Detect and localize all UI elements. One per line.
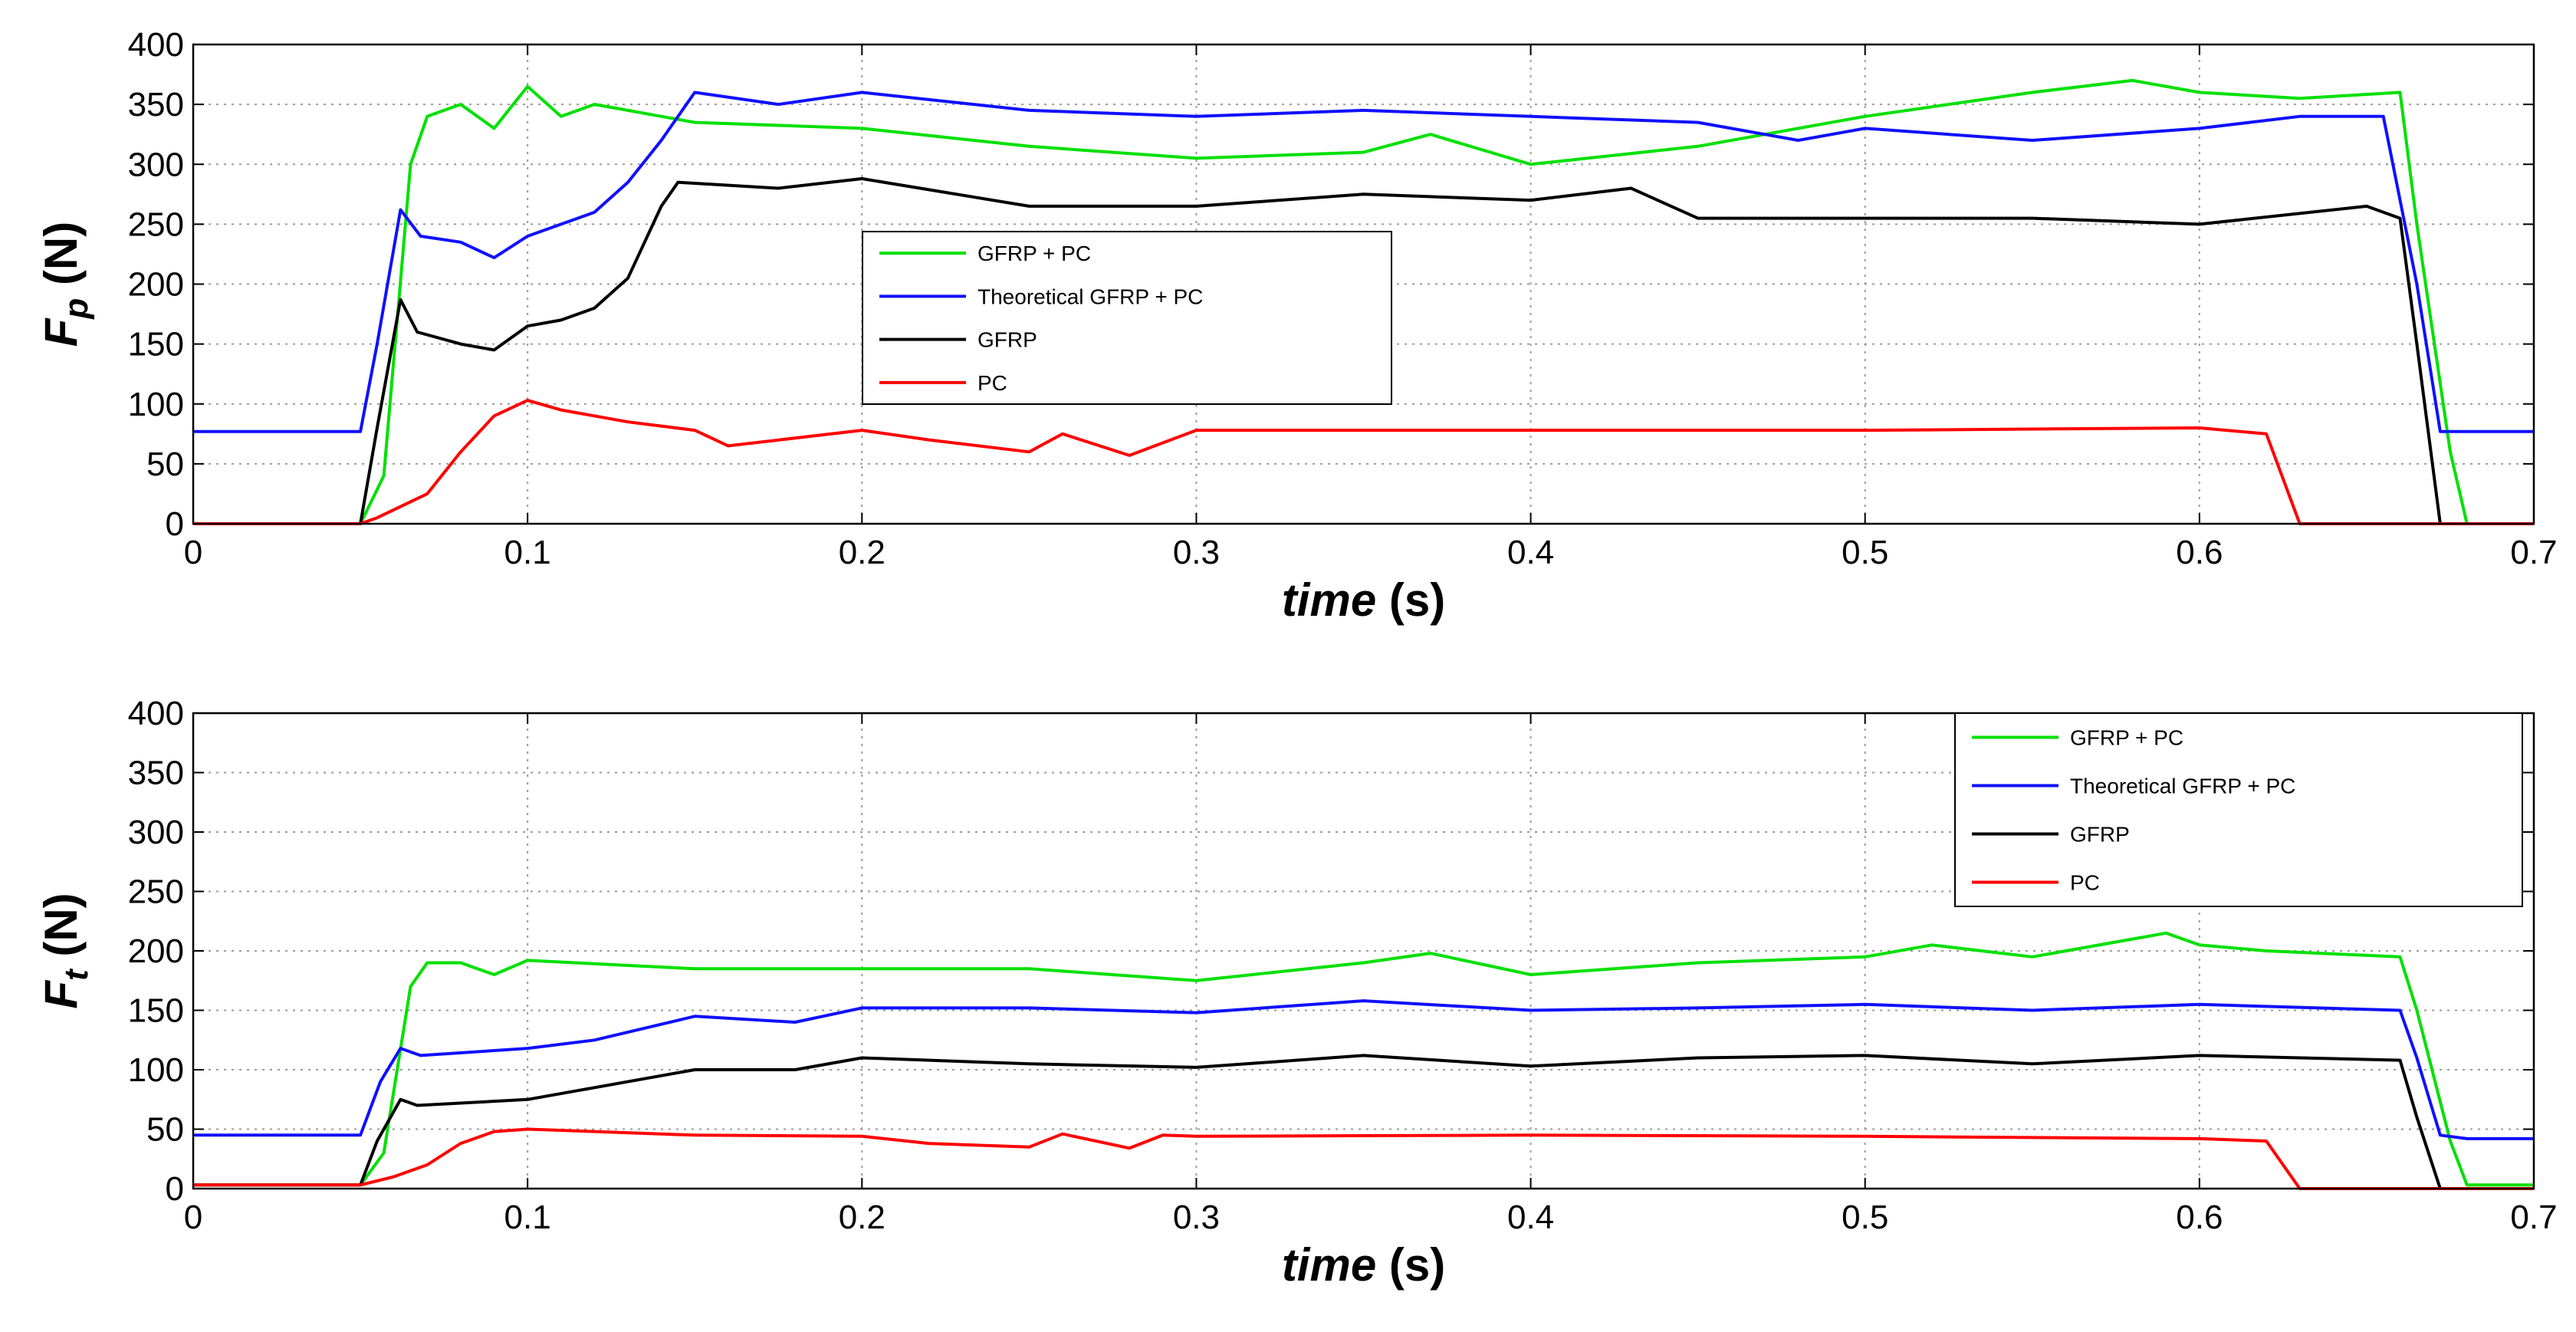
x-tick-label: 0 (184, 1199, 202, 1236)
x-tick-label: 0.1 (504, 534, 551, 571)
legend-label-1: Theoretical GFRP + PC (2070, 775, 2295, 798)
x-tick-label: 0.4 (1507, 1199, 1554, 1236)
x-tick-label: 0.4 (1507, 534, 1554, 571)
series-line-2 (193, 1054, 2534, 1190)
y-tick-label: 100 (128, 1051, 184, 1089)
top-chart-panel: 0 0.1 0.2 0.3 0.4 0.5 0.6 0.7 0 50 100 150 200 250 300… (35, 26, 2558, 626)
series-line-0 (193, 931, 2534, 1187)
x-axis-label-var: time (1282, 1239, 1376, 1291)
x-tick-label: 0.5 (1842, 534, 1888, 571)
y-axis-label-sub: p (58, 298, 95, 320)
y-axis-label-unit: (N) (35, 893, 87, 969)
x-tick-label: 0.3 (1173, 1199, 1220, 1236)
y-tick-label: 350 (128, 86, 184, 123)
bottom-chart-panel: 0 0.1 0.2 0.3 0.4 0.5 0.6 0.7 0 50 100 150 200 250 300… (35, 695, 2558, 1291)
y-tick-label: 50 (146, 1111, 184, 1149)
series-line-0 (193, 78, 2534, 525)
y-axis-label-main: F (35, 980, 87, 1009)
legend-label-3: PC (2070, 871, 2100, 895)
series-line-3 (193, 399, 2534, 525)
x-tick-label: 0.6 (2176, 534, 2223, 571)
series-group (193, 931, 2534, 1190)
series-line-2 (193, 177, 2534, 525)
x-axis-label-unit: (s) (1376, 1239, 1445, 1291)
y-tick-label: 400 (128, 695, 184, 732)
x-axis-label-unit: (s) (1376, 574, 1445, 626)
x-tick-label: 0.7 (2510, 534, 2557, 571)
y-tick-label: 300 (128, 146, 184, 183)
tick-labels: 0 0.1 0.2 0.3 0.4 0.5 0.6 0.7 0 50 100 150 200 250 300… (128, 695, 2558, 1236)
x-tick-label: 0 (184, 534, 202, 571)
x-tick-label: 0.6 (2176, 1199, 2223, 1236)
y-tick-label: 150 (128, 326, 184, 363)
legend-label-3: PC (978, 371, 1007, 395)
legend: GFRP + PC Theoretical GFRP + PC GFRP PC (1954, 712, 2523, 907)
y-tick-label: 100 (128, 386, 184, 423)
y-tick-label: 200 (128, 932, 184, 970)
legend-box (862, 231, 1392, 405)
x-tick-label: 0.3 (1173, 534, 1220, 571)
series-line-1 (193, 90, 2534, 433)
y-tick-label: 250 (128, 206, 184, 243)
legend: GFRP + PC Theoretical GFRP + PC GFRP PC (862, 231, 1392, 405)
y-axis-label: Ft (N) (35, 893, 95, 1008)
x-axis-label-var: time (1282, 574, 1376, 626)
x-tick-label: 0.2 (839, 1199, 886, 1236)
series-line-3 (193, 1127, 2534, 1190)
x-tick-label: 0.2 (839, 534, 886, 571)
y-axis-label: Fp (N) (35, 222, 95, 347)
tick-labels: 0 0.1 0.2 0.3 0.4 0.5 0.6 0.7 0 50 100 150 200 250 300… (128, 26, 2558, 571)
x-axis-label: time (s) (1282, 574, 1445, 626)
legend-label-0: GFRP + PC (2070, 726, 2183, 750)
x-tick-label: 0.5 (1842, 1199, 1888, 1236)
legend-box (1954, 712, 2523, 907)
x-axis-label: time (s) (1282, 1239, 1445, 1291)
y-tick-label: 0 (166, 1170, 184, 1208)
legend-label-2: GFRP (978, 328, 1037, 352)
y-tick-label: 200 (128, 266, 184, 304)
y-tick-label: 300 (128, 814, 184, 851)
y-axis-label-unit: (N) (35, 222, 87, 298)
y-tick-label: 250 (128, 873, 184, 911)
x-tick-label: 0.7 (2510, 1199, 2557, 1236)
x-tick-label: 0.1 (504, 1199, 551, 1236)
y-axis-label-main: F (35, 317, 87, 347)
y-axis-label-sub: t (58, 968, 95, 981)
y-tick-label: 350 (128, 755, 184, 792)
legend-label-1: Theoretical GFRP + PC (978, 284, 1203, 308)
series-group (193, 78, 2534, 525)
y-tick-label: 0 (166, 505, 184, 543)
y-tick-label: 400 (128, 26, 184, 64)
y-tick-label: 150 (128, 992, 184, 1030)
y-tick-label: 50 (146, 446, 184, 483)
legend-label-2: GFRP (2070, 823, 2130, 847)
legend-label-0: GFRP + PC (978, 242, 1091, 265)
grid (193, 713, 2534, 1189)
series-line-1 (193, 999, 2534, 1140)
